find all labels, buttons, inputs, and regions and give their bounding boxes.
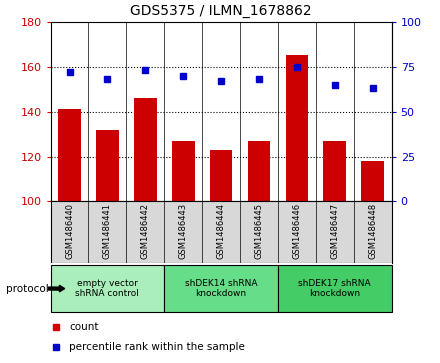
- Text: shDEK14 shRNA
knockdown: shDEK14 shRNA knockdown: [185, 279, 257, 298]
- Bar: [248, 141, 270, 201]
- Text: count: count: [70, 322, 99, 332]
- Bar: [323, 141, 346, 201]
- Text: percentile rank within the sample: percentile rank within the sample: [70, 342, 245, 352]
- Bar: [58, 109, 81, 201]
- Bar: [96, 130, 119, 201]
- Text: GSM1486448: GSM1486448: [368, 203, 377, 260]
- Text: GSM1486444: GSM1486444: [216, 203, 226, 259]
- Bar: [134, 98, 157, 201]
- Text: shDEK17 shRNA
knockdown: shDEK17 shRNA knockdown: [298, 279, 371, 298]
- Text: GSM1486441: GSM1486441: [103, 203, 112, 259]
- Bar: [172, 141, 194, 201]
- FancyBboxPatch shape: [164, 265, 278, 312]
- Text: GSM1486443: GSM1486443: [179, 203, 188, 260]
- Text: GSM1486442: GSM1486442: [141, 203, 150, 259]
- Bar: [286, 56, 308, 201]
- Text: GSM1486445: GSM1486445: [254, 203, 264, 259]
- FancyBboxPatch shape: [278, 265, 392, 312]
- Bar: [361, 161, 384, 201]
- Text: GSM1486446: GSM1486446: [292, 203, 301, 260]
- Title: GDS5375 / ILMN_1678862: GDS5375 / ILMN_1678862: [130, 4, 312, 18]
- Text: empty vector
shRNA control: empty vector shRNA control: [76, 279, 139, 298]
- Text: GSM1486440: GSM1486440: [65, 203, 74, 259]
- Text: GSM1486447: GSM1486447: [330, 203, 339, 260]
- Bar: [210, 150, 232, 201]
- Text: protocol: protocol: [6, 284, 48, 294]
- FancyBboxPatch shape: [51, 265, 164, 312]
